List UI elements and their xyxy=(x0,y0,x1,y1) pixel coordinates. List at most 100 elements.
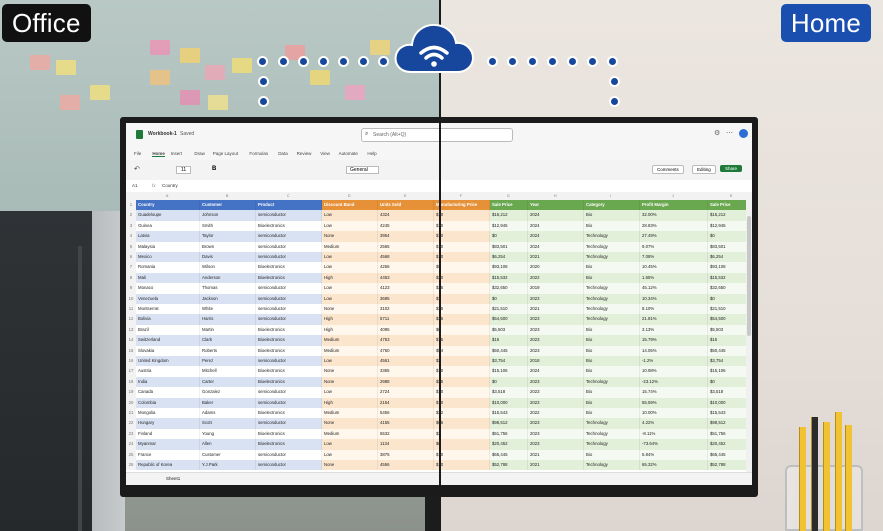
table-cell[interactable]: Malaysia xyxy=(136,241,200,252)
table-cell[interactable]: 2021 xyxy=(528,449,584,460)
table-cell[interactable]: None xyxy=(322,231,378,242)
table-cell[interactable]: 4324 xyxy=(378,210,434,221)
more-icon[interactable]: ⋯ xyxy=(726,130,733,137)
table-cell[interactable]: 2023 xyxy=(528,397,584,408)
column-letter[interactable]: B xyxy=(226,194,229,198)
table-cell[interactable]: Medium xyxy=(322,428,378,440)
column-header-cell[interactable]: Customer xyxy=(200,200,256,211)
table-cell[interactable]: $12,945 xyxy=(708,220,746,232)
number-format-select[interactable]: General xyxy=(346,166,379,174)
table-cell[interactable]: $25 xyxy=(434,304,490,315)
table-cell[interactable]: None xyxy=(322,366,378,377)
table-cell[interactable]: $54,500 xyxy=(708,314,746,325)
table-cell[interactable]: semiconductor xyxy=(256,387,322,398)
table-cell[interactable]: semiconductor xyxy=(256,283,322,294)
column-letter[interactable]: J xyxy=(672,194,674,198)
table-cell[interactable]: Bio xyxy=(584,345,640,356)
table-cell[interactable]: High xyxy=(322,324,378,336)
table-cell[interactable]: 2154 xyxy=(378,397,434,408)
table-cell[interactable]: Colombia xyxy=(136,397,200,408)
table-cell[interactable]: $52,788 xyxy=(490,460,528,471)
settings-icon[interactable]: ⚙ xyxy=(714,130,721,137)
row-number[interactable]: 23 xyxy=(126,428,136,440)
table-cell[interactable]: $3,518 xyxy=(490,387,528,398)
table-cell[interactable]: 2023 xyxy=(528,439,584,450)
bold-icon[interactable]: B xyxy=(212,166,217,172)
spreadsheet-grid[interactable]: 1 Country Customer Product Discount Band Unit… xyxy=(126,200,746,472)
table-cell[interactable]: Low xyxy=(322,293,378,304)
table-cell[interactable]: -73.64% xyxy=(640,439,708,450)
column-letter[interactable]: K xyxy=(730,194,733,198)
table-cell[interactable]: 4123 xyxy=(378,283,434,294)
table-cell[interactable]: 10.00% xyxy=(640,408,708,419)
table-cell[interactable]: $15,532 xyxy=(708,272,746,284)
table-cell[interactable]: $15,106 xyxy=(490,366,528,377)
table-cell[interactable]: Bio xyxy=(584,408,640,419)
table-cell[interactable]: Davis xyxy=(200,252,256,263)
table-cell[interactable]: 5.84% xyxy=(640,449,708,460)
row-number[interactable]: 1 xyxy=(126,200,136,211)
table-cell[interactable]: $50,445 xyxy=(708,345,746,356)
menu-item[interactable]: Home xyxy=(152,151,165,157)
table-cell[interactable]: Medium xyxy=(322,335,378,346)
table-cell[interactable]: 2023 xyxy=(528,418,584,429)
table-cell[interactable]: $98,512 xyxy=(490,418,528,429)
row-number[interactable]: 8 xyxy=(126,272,136,284)
vertical-scrollbar[interactable] xyxy=(746,200,752,472)
table-cell[interactable]: $65 xyxy=(434,418,490,429)
table-cell[interactable]: Bioelectronics xyxy=(256,439,322,450)
table-cell[interactable]: Myanmar xyxy=(136,439,200,450)
editing-button[interactable]: Editing xyxy=(692,165,716,174)
menu-item[interactable]: Page Layout xyxy=(212,151,239,156)
table-cell[interactable]: $6,254 xyxy=(708,252,746,263)
table-cell[interactable]: Guinea xyxy=(136,220,200,232)
table-cell[interactable]: 6532 xyxy=(378,428,434,440)
table-cell[interactable]: $51,756 xyxy=(490,428,528,440)
column-header-cell[interactable]: Year xyxy=(528,200,584,211)
table-cell[interactable]: 2019 xyxy=(528,283,584,294)
table-cell[interactable]: Medium xyxy=(322,408,378,419)
table-cell[interactable]: 9.07% xyxy=(640,241,708,252)
table-cell[interactable]: Low xyxy=(322,210,378,221)
table-cell[interactable]: Low xyxy=(322,252,378,263)
table-cell[interactable]: Low xyxy=(322,387,378,398)
table-cell[interactable]: $0 xyxy=(708,376,746,388)
table-cell[interactable]: $0 xyxy=(434,324,490,336)
table-cell[interactable]: 2022 xyxy=(528,408,584,419)
table-cell[interactable]: 4.22% xyxy=(640,418,708,429)
table-cell[interactable]: Wilson xyxy=(200,262,256,273)
table-cell[interactable]: Bioelectronics xyxy=(256,428,322,440)
table-cell[interactable]: 2021 xyxy=(528,304,584,315)
table-cell[interactable]: $93,108 xyxy=(490,262,528,273)
table-cell[interactable]: $0 xyxy=(708,293,746,304)
table-cell[interactable]: $51,756 xyxy=(708,428,746,440)
table-cell[interactable]: Medium xyxy=(322,241,378,252)
table-cell[interactable]: Taylor xyxy=(200,231,256,242)
column-letter[interactable]: I xyxy=(610,194,611,198)
table-cell[interactable]: $54,500 xyxy=(490,314,528,325)
table-cell[interactable]: Romania xyxy=(136,262,200,273)
table-cell[interactable]: Mitchell xyxy=(200,366,256,377)
table-cell[interactable]: Bio xyxy=(584,356,640,367)
table-cell[interactable]: Scott xyxy=(200,418,256,429)
table-cell[interactable]: 10.34% xyxy=(640,293,708,304)
table-cell[interactable]: $15,543 xyxy=(708,408,746,419)
table-cell[interactable]: 2024 xyxy=(528,241,584,252)
table-cell[interactable]: $50,445 xyxy=(490,345,528,356)
table-cell[interactable]: 21.81% xyxy=(640,314,708,325)
column-header-cell[interactable]: Product xyxy=(256,200,322,211)
table-cell[interactable]: 8.10% xyxy=(640,304,708,315)
table-cell[interactable]: Bolivia xyxy=(136,314,200,325)
table-cell[interactable]: $3 xyxy=(434,293,490,304)
table-cell[interactable]: semiconductor xyxy=(256,210,322,221)
table-cell[interactable]: semiconductor xyxy=(256,356,322,367)
table-cell[interactable]: $10 xyxy=(434,397,490,408)
table-cell[interactable]: 2023 xyxy=(528,428,584,440)
table-cell[interactable]: Technology xyxy=(584,439,640,450)
table-cell[interactable]: $93,108 xyxy=(708,262,746,273)
table-cell[interactable]: $35 xyxy=(434,376,490,388)
table-cell[interactable]: 2024 xyxy=(528,231,584,242)
table-cell[interactable]: 2023 xyxy=(528,314,584,325)
table-cell[interactable]: 4095 xyxy=(378,324,434,336)
row-number[interactable]: 13 xyxy=(126,324,136,336)
